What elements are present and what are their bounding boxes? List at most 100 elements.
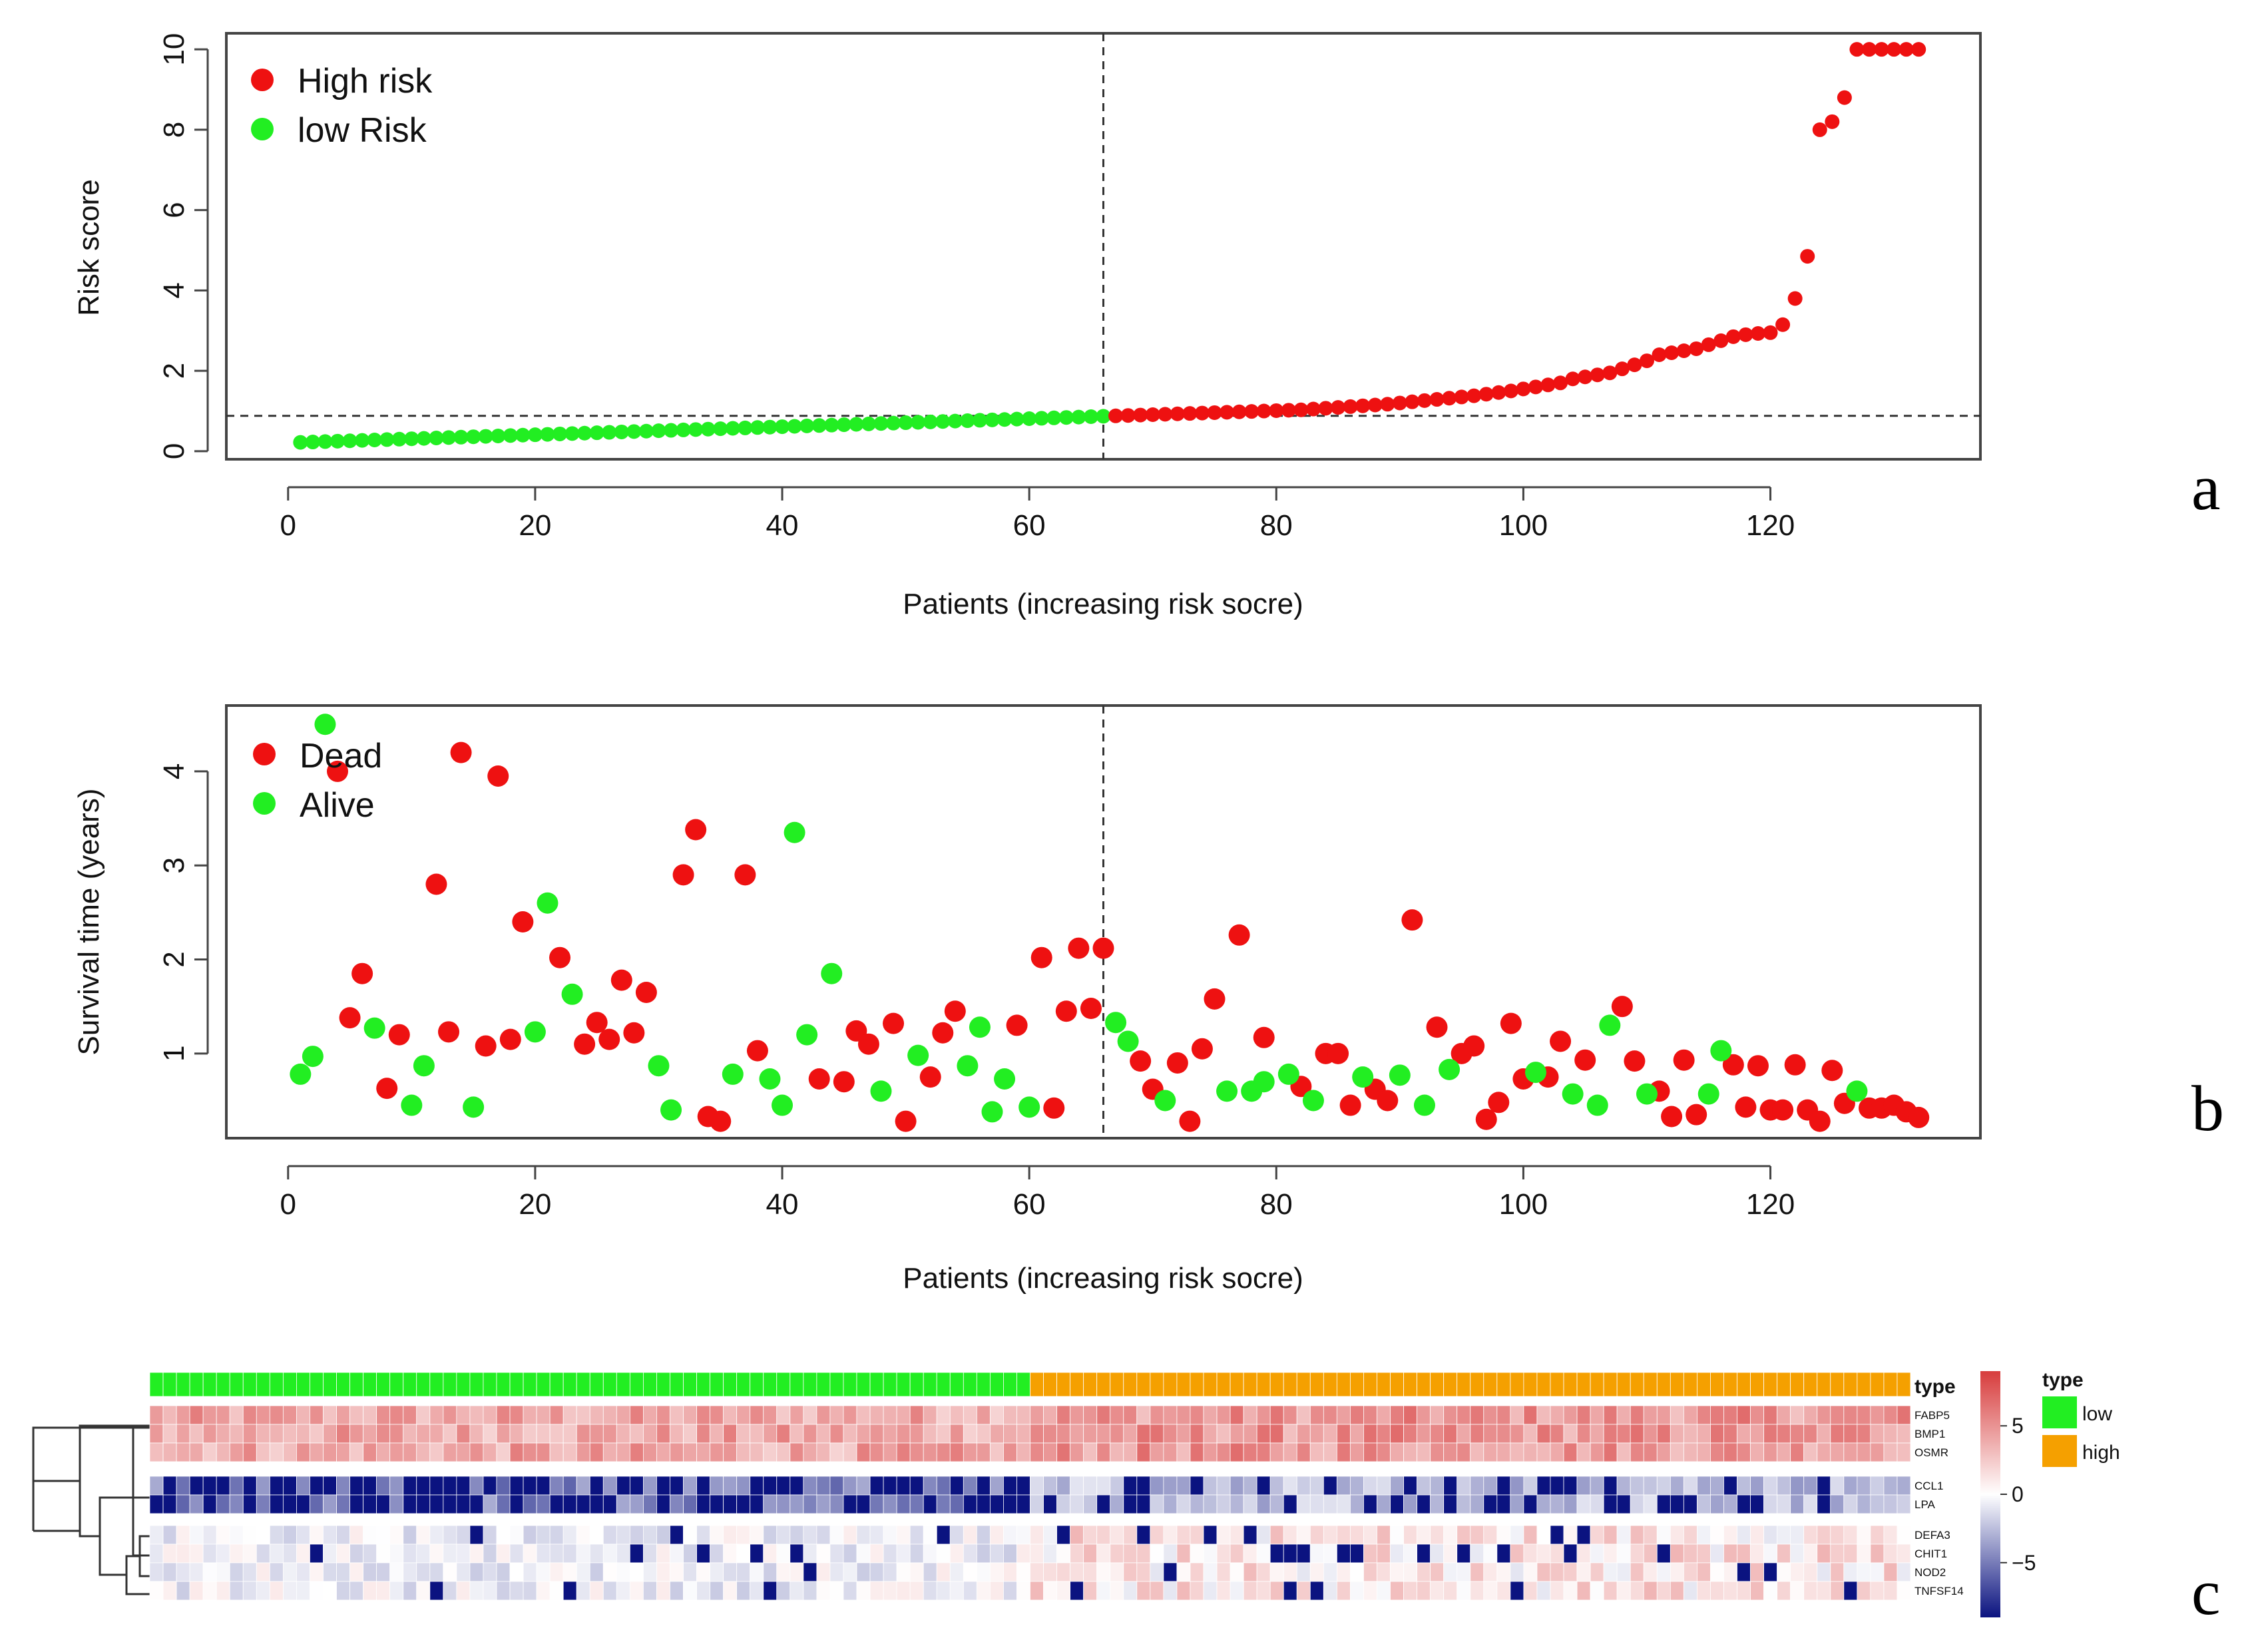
heatmap-cell <box>936 1544 951 1563</box>
dead-point <box>1401 909 1423 931</box>
heatmap-cell <box>1083 1494 1098 1514</box>
heatmap-cell <box>1203 1494 1218 1514</box>
heatmap-cell <box>803 1525 817 1545</box>
annotation-cell-high <box>1323 1372 1337 1397</box>
y-tick-label: 8 <box>158 122 190 138</box>
heatmap-cell <box>242 1562 257 1582</box>
heatmap-cell <box>656 1424 670 1444</box>
heatmap-cell <box>1483 1494 1498 1514</box>
heatmap-cell <box>1256 1476 1271 1496</box>
dead-point <box>327 760 349 782</box>
heatmap-cell <box>843 1494 857 1514</box>
annotation-cell-high <box>1136 1372 1151 1397</box>
heatmap-cell <box>976 1544 991 1563</box>
dead-point <box>857 1033 879 1055</box>
heatmap-cell <box>1336 1525 1351 1545</box>
heatmap-cell <box>483 1476 497 1496</box>
heatmap-cell <box>789 1476 804 1496</box>
heatmap-cell <box>1163 1581 1178 1601</box>
heatmap-cell <box>883 1544 897 1563</box>
heatmap-cell <box>1630 1525 1644 1545</box>
heatmap-cell <box>483 1525 497 1545</box>
heatmap-cell <box>483 1581 497 1601</box>
heatmap-cell <box>1243 1405 1257 1425</box>
heatmap-cell <box>589 1562 604 1582</box>
heatmap-cell <box>429 1544 444 1563</box>
heatmap-cell <box>1309 1424 1324 1444</box>
heatmap-cell <box>1737 1494 1751 1514</box>
dead-point <box>1055 1000 1077 1022</box>
legend-alive-marker <box>253 792 276 815</box>
annotation-cell-high <box>1737 1372 1751 1397</box>
alive-point <box>1586 1094 1608 1116</box>
dead-point <box>1030 946 1052 968</box>
heatmap-cell <box>1096 1525 1111 1545</box>
heatmap-cell <box>1843 1476 1858 1496</box>
heatmap-cell <box>710 1405 724 1425</box>
heatmap-cell <box>963 1525 977 1545</box>
low-risk-point <box>861 416 876 431</box>
heatmap-cell <box>1043 1405 1057 1425</box>
heatmap-cell <box>1377 1562 1391 1582</box>
alive-point <box>821 962 843 984</box>
heatmap-cell <box>736 1424 751 1444</box>
heatmap-cell <box>403 1494 417 1514</box>
heatmap-cell <box>1003 1424 1017 1444</box>
heatmap-cell <box>616 1494 630 1514</box>
x-tick-label: 0 <box>280 1188 296 1221</box>
heatmap-cell <box>403 1405 417 1425</box>
heatmap-cell <box>536 1562 551 1582</box>
heatmap-cell <box>1216 1476 1231 1496</box>
heatmap-cell <box>816 1525 831 1545</box>
heatmap-cell <box>1190 1581 1204 1601</box>
heatmap-cell <box>149 1525 164 1545</box>
heatmap-cell <box>323 1581 337 1601</box>
gene-label-tnfsf14: TNFSF14 <box>1914 1585 1964 1597</box>
heatmap-cell <box>1683 1581 1697 1601</box>
annotation-cell-low <box>816 1372 831 1397</box>
annotation-cell-high <box>1470 1372 1484 1397</box>
heatmap-cell <box>202 1424 217 1444</box>
heatmap-cell <box>1803 1525 1818 1545</box>
high-risk-point <box>1701 337 1716 352</box>
alive-point <box>1599 1014 1621 1036</box>
alive-point <box>1216 1080 1238 1102</box>
heatmap-cell <box>1563 1494 1578 1514</box>
heatmap-cell <box>229 1581 244 1601</box>
heatmap-cell <box>629 1442 644 1462</box>
heatmap-cell <box>1590 1544 1604 1563</box>
heatmap-cell <box>896 1525 911 1545</box>
heatmap-cell <box>1230 1476 1244 1496</box>
heatmap-cell <box>310 1476 324 1496</box>
annotation-cell-low <box>363 1372 377 1397</box>
heatmap-cell <box>363 1405 377 1425</box>
heatmap-cell <box>949 1544 964 1563</box>
alive-point <box>1846 1080 1868 1102</box>
heatmap-cell <box>1590 1562 1604 1582</box>
high-risk-point <box>1652 347 1667 363</box>
heatmap-cell <box>723 1562 738 1582</box>
heatmap-cell <box>1403 1476 1417 1496</box>
heatmap-cell <box>1550 1476 1564 1496</box>
heatmap-cell <box>162 1525 177 1545</box>
heatmap-cell <box>763 1494 778 1514</box>
heatmap-cell <box>1056 1544 1071 1563</box>
panel-label-a: a <box>2191 452 2221 524</box>
heatmap-cell <box>310 1405 324 1425</box>
risk-score-y-axis-label: Risk score <box>73 179 105 315</box>
high-risk-point <box>1269 403 1284 418</box>
annotation-cell-high <box>1190 1372 1204 1397</box>
alive-point <box>1562 1083 1584 1105</box>
heatmap-cell <box>469 1442 484 1462</box>
high-risk-point <box>1454 389 1469 405</box>
heatmap-cell <box>1269 1424 1284 1444</box>
heatmap-cell <box>1670 1525 1684 1545</box>
heatmap-cell <box>1670 1476 1684 1496</box>
heatmap-cell <box>936 1424 951 1444</box>
heatmap-cell <box>963 1581 977 1601</box>
y-tick-label: 4 <box>158 282 190 298</box>
heatmap-cell <box>1190 1424 1204 1444</box>
dendrogram-branch <box>32 1426 150 1482</box>
heatmap-cell <box>509 1544 524 1563</box>
heatmap-cell <box>536 1494 551 1514</box>
